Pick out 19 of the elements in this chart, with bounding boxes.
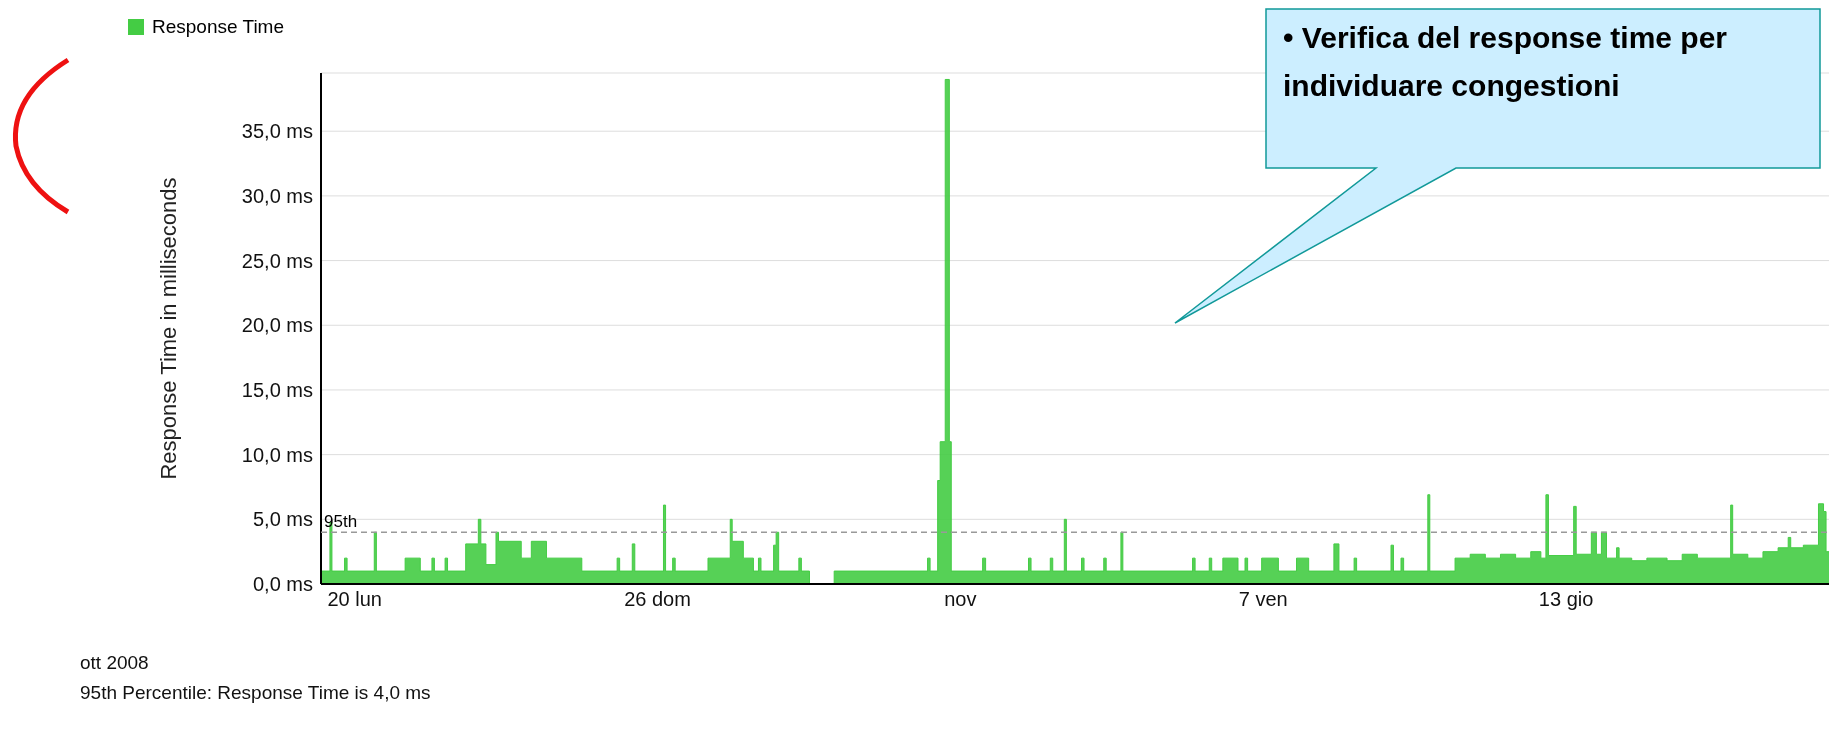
annotation: • Verifica del response time per individuare congestioni [1283,20,1729,104]
x-tick-label: nov [944,588,977,611]
y-tick-label: 20,0 ms [241,314,313,337]
y-tick-label: 10,0 ms [241,443,313,466]
y-axis-title: Response Time in milliseconds [155,177,181,480]
x-tick-label: 13 gio [1538,588,1594,611]
y-tick-label: 35,0 ms [241,120,313,143]
text: ott 2008 [80,651,150,675]
text: 95th Percentile: Response Time is 4,0 ms [80,681,431,705]
x-tick-label: 26 dom [624,588,691,611]
x-tick-label: 7 ven [1238,588,1288,611]
y-tick-label: 5,0 ms [252,508,313,531]
y-tick-label: 15,0 ms [241,379,313,402]
x-tick-label: 20 lun [327,588,382,611]
legend-label: Response Time [152,16,285,38]
ref-line-label: 95th [324,512,358,532]
y-tick-label: 30,0 ms [241,185,313,207]
y-tick-label: 0,0 ms [252,573,313,596]
y-tick-label: 25,0 ms [241,249,313,272]
